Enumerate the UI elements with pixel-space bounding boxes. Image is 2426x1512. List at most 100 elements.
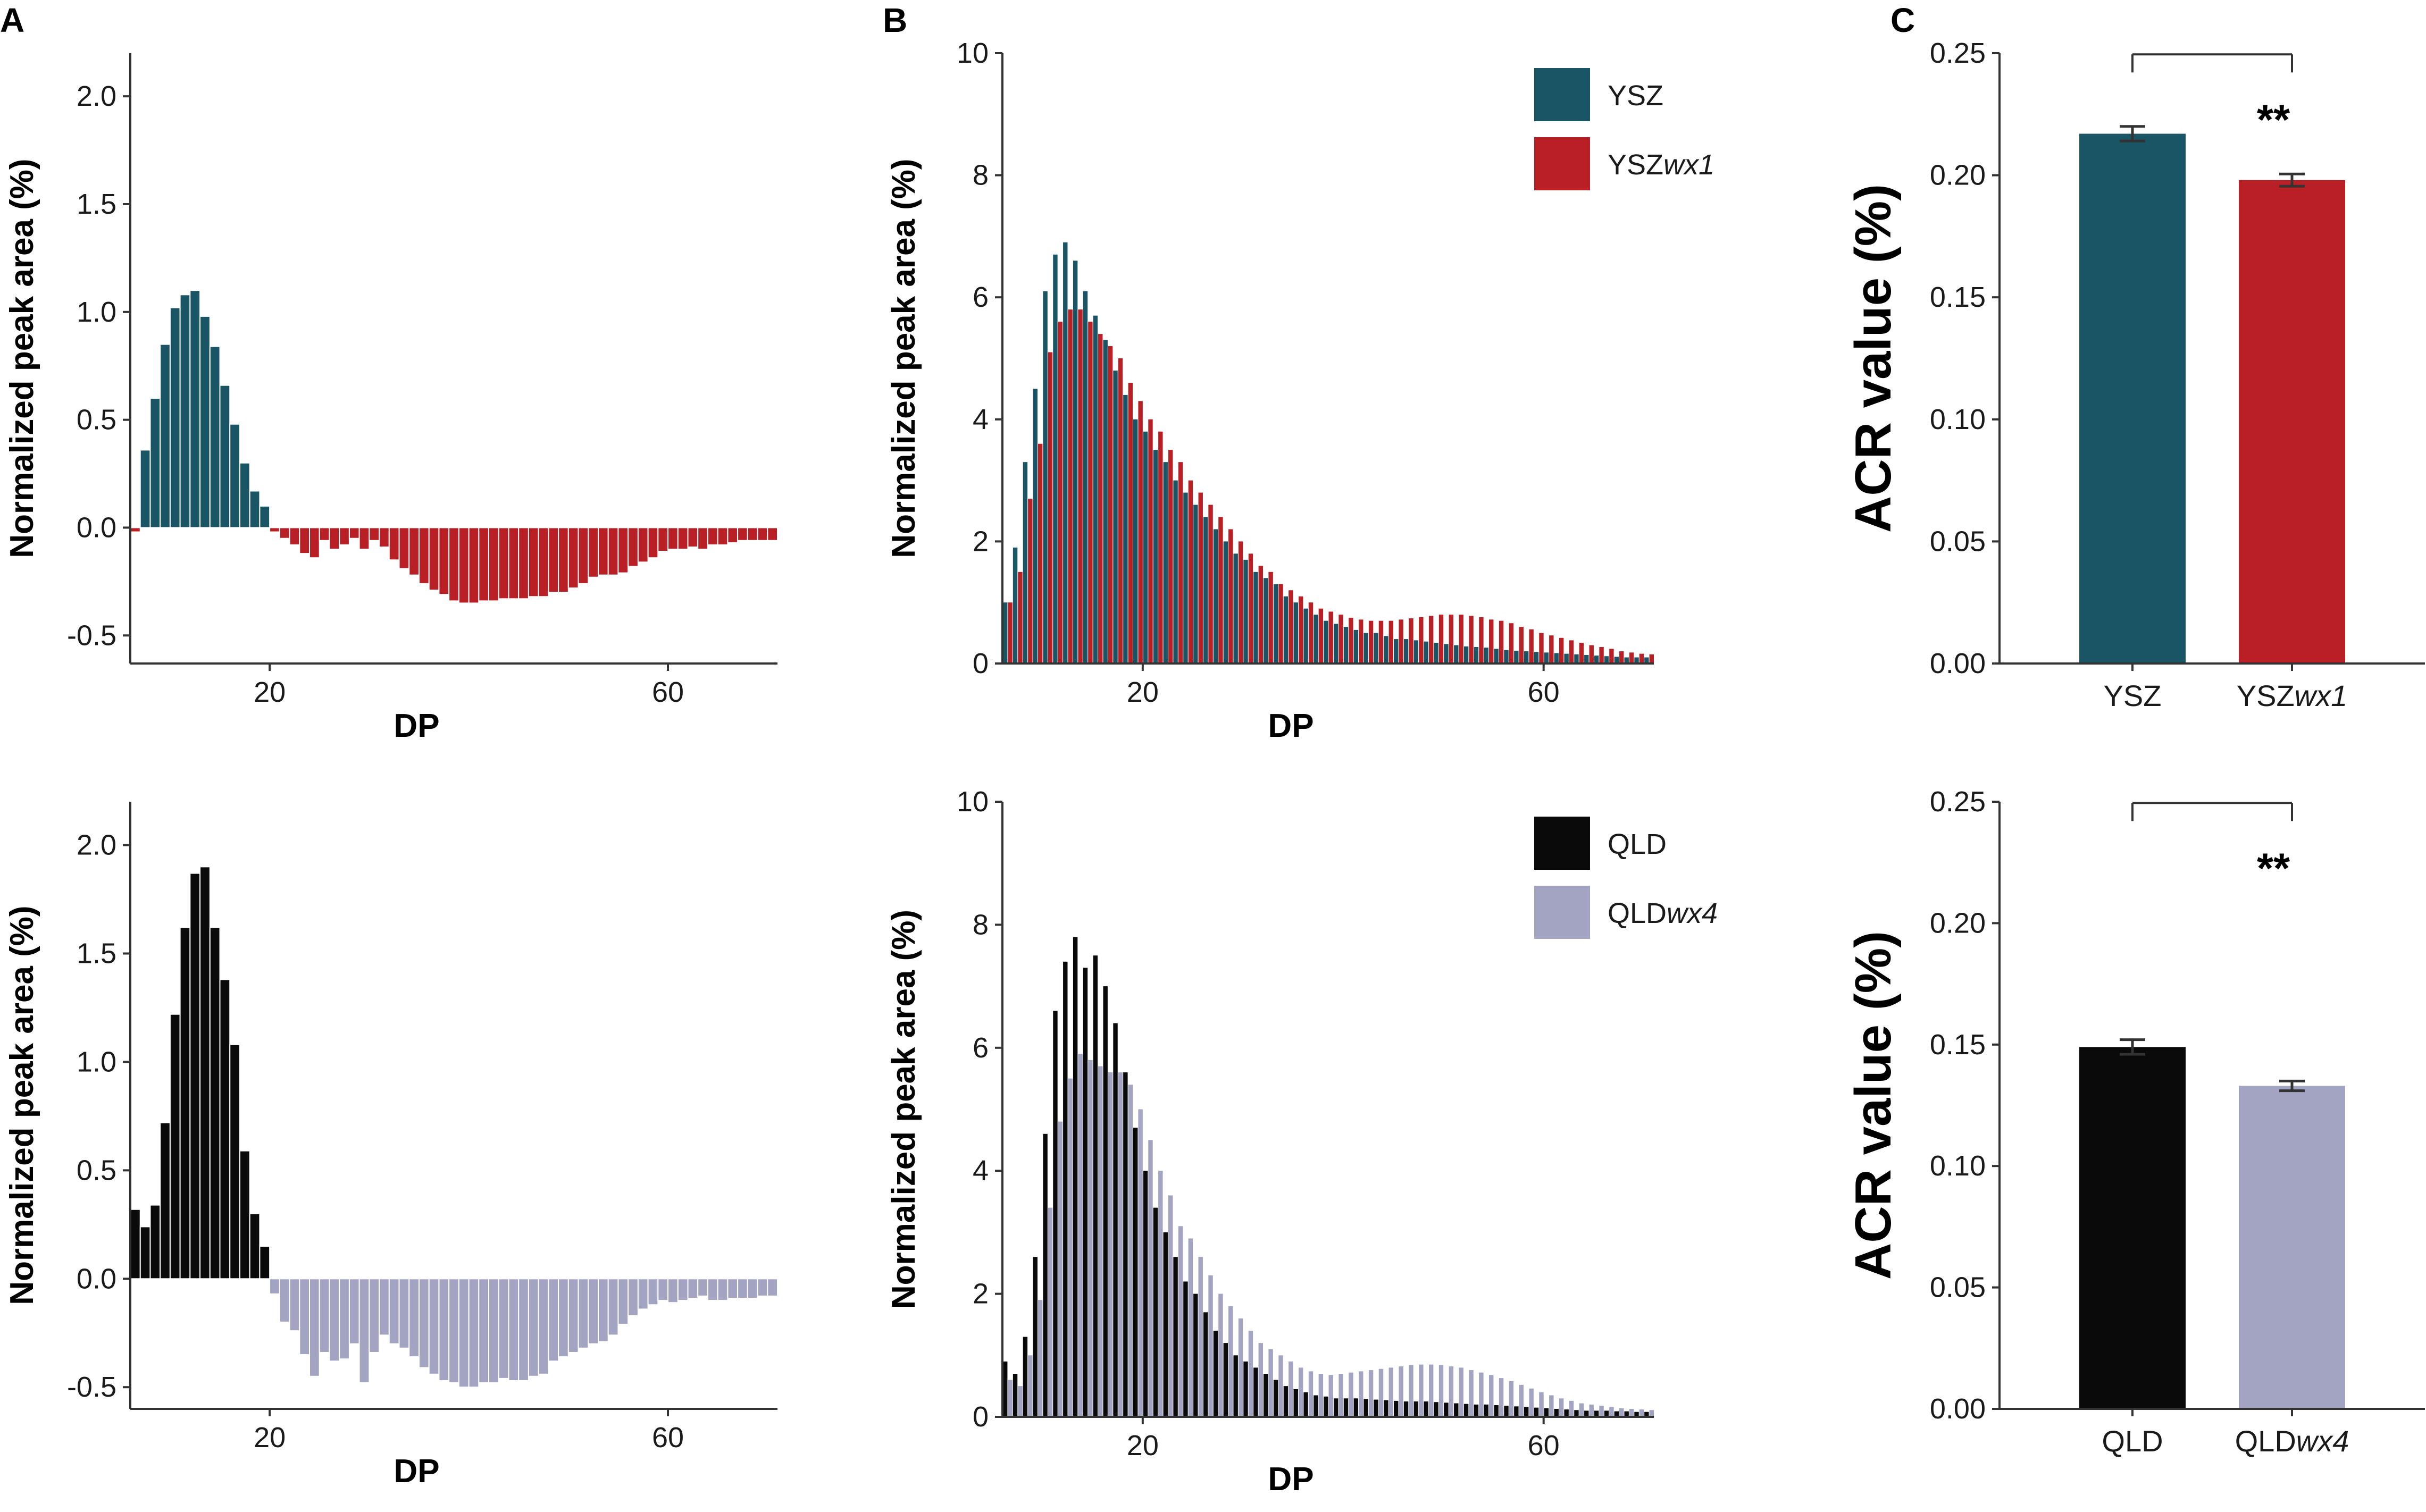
bar-qldwx4 bbox=[1048, 1207, 1053, 1417]
bar-qldwx4 bbox=[1609, 1407, 1614, 1417]
bar bbox=[727, 1278, 739, 1299]
bar-yszwx1 bbox=[1368, 620, 1374, 663]
y-tick-label: 1.5 bbox=[77, 938, 116, 970]
bar-qld bbox=[1083, 968, 1088, 1417]
bar bbox=[329, 527, 340, 550]
bar-yszwx1 bbox=[1148, 419, 1153, 663]
bar-ysz bbox=[1644, 657, 1649, 663]
bar bbox=[607, 527, 619, 576]
bar-yszwx1 bbox=[1579, 642, 1584, 663]
bar-qldwx4 bbox=[1088, 1060, 1093, 1417]
y-tick-label: 1.0 bbox=[77, 296, 116, 328]
bar-ysz bbox=[1253, 572, 1258, 663]
y-axis-title: Normalized peak area (%) bbox=[4, 158, 40, 558]
bar-qldwx4 bbox=[1238, 1318, 1243, 1417]
y-tick-label: 0 bbox=[973, 648, 989, 679]
bar bbox=[508, 527, 520, 600]
bar bbox=[628, 527, 639, 567]
x-axis-title: DP bbox=[394, 1453, 439, 1490]
bar-ysz bbox=[1314, 615, 1318, 663]
bar bbox=[209, 927, 221, 1280]
bar bbox=[139, 449, 151, 528]
bar-ysz bbox=[1363, 633, 1368, 663]
bar-qld bbox=[1333, 1398, 1339, 1417]
legend-label: YSZwx1 bbox=[1608, 149, 1714, 181]
bar-qld bbox=[1053, 1011, 1058, 1417]
bar bbox=[458, 527, 470, 604]
bar-qldwx4 bbox=[1619, 1408, 1624, 1417]
bar bbox=[149, 1204, 161, 1280]
bar-qldwx4 bbox=[1268, 1349, 1273, 1417]
bar bbox=[767, 527, 779, 541]
bar-qld bbox=[1123, 1072, 1128, 1417]
bar-ysz bbox=[1133, 419, 1138, 663]
bar-qldwx4 bbox=[1378, 1368, 1384, 1417]
bar bbox=[179, 927, 191, 1280]
bar bbox=[478, 1278, 490, 1384]
bar-qldwx4 bbox=[1068, 1078, 1073, 1417]
y-tick-label: 0.15 bbox=[1930, 281, 1986, 313]
bar-qldwx4 bbox=[1188, 1238, 1193, 1417]
bar-qld bbox=[1253, 1367, 1258, 1417]
bar bbox=[498, 527, 509, 600]
bar bbox=[687, 1278, 699, 1299]
bar-qldwx4 bbox=[1128, 1085, 1133, 1417]
bar-qldwx4 bbox=[1539, 1392, 1544, 1417]
bar-yszwx1 bbox=[1569, 640, 1574, 663]
y-tick-label: 4 bbox=[973, 404, 989, 435]
bar bbox=[139, 1226, 151, 1280]
bar bbox=[379, 1278, 390, 1336]
y-tick-label: -0.5 bbox=[67, 619, 116, 651]
y-tick-label: 1.0 bbox=[77, 1046, 116, 1078]
y-tick-label: 10 bbox=[957, 37, 989, 69]
bar bbox=[179, 294, 191, 528]
bar-ysz bbox=[1384, 636, 1388, 663]
x-axis-title: DP bbox=[394, 708, 439, 744]
bar-yszwx1 bbox=[1108, 346, 1113, 663]
bar bbox=[607, 1278, 619, 1336]
bar-ysz bbox=[1434, 642, 1438, 663]
bar-yszwx1 bbox=[1188, 480, 1193, 663]
x-tick-label: 20 bbox=[1127, 676, 1159, 708]
bar-qldwx4 bbox=[1529, 1388, 1534, 1417]
bar-ysz bbox=[1203, 517, 1208, 663]
bar-qldwx4 bbox=[1318, 1374, 1324, 1417]
y-axis-title: Normalized peak area (%) bbox=[4, 905, 40, 1305]
bar-qld bbox=[1353, 1398, 1359, 1417]
acr-bar bbox=[2079, 1047, 2186, 1409]
bar-ysz bbox=[1073, 261, 1078, 663]
category-label: QLDwx4 bbox=[2235, 1424, 2349, 1458]
bar-ysz bbox=[1504, 650, 1509, 663]
bar-qldwx4 bbox=[1328, 1375, 1333, 1417]
bar-qld bbox=[1264, 1374, 1268, 1417]
bar-ysz bbox=[1223, 541, 1228, 663]
legend-label: QLD bbox=[1608, 828, 1667, 860]
bar bbox=[199, 866, 211, 1280]
bar-ysz bbox=[1374, 633, 1378, 663]
acr-bar bbox=[2079, 133, 2186, 663]
bar-ysz bbox=[1454, 645, 1459, 663]
y-tick-label: 0.20 bbox=[1930, 159, 1986, 191]
bar-yszwx1 bbox=[1198, 492, 1203, 663]
bar-ysz bbox=[1183, 492, 1188, 663]
bar bbox=[747, 1278, 758, 1299]
category-label: YSZwx1 bbox=[2237, 679, 2348, 712]
bar bbox=[498, 1278, 509, 1379]
bar-ysz bbox=[1413, 640, 1419, 663]
bar bbox=[299, 527, 311, 555]
bar-qldwx4 bbox=[1098, 1066, 1103, 1417]
bar-qld bbox=[1614, 1411, 1619, 1417]
bar-yszwx1 bbox=[1438, 615, 1444, 663]
bar-ysz bbox=[1063, 242, 1068, 663]
bar-qldwx4 bbox=[1599, 1406, 1604, 1417]
bar-qld bbox=[1494, 1405, 1499, 1417]
bar-yszwx1 bbox=[1278, 584, 1283, 663]
bar-qldwx4 bbox=[1218, 1293, 1223, 1417]
bar-qldwx4 bbox=[1459, 1367, 1463, 1417]
bar bbox=[239, 1150, 250, 1280]
bar-qldwx4 bbox=[1388, 1367, 1393, 1417]
bar-qldwx4 bbox=[1278, 1355, 1283, 1417]
x-tick-label: 60 bbox=[1528, 1430, 1560, 1461]
bar bbox=[548, 527, 559, 593]
bar-yszwx1 bbox=[1128, 382, 1133, 663]
